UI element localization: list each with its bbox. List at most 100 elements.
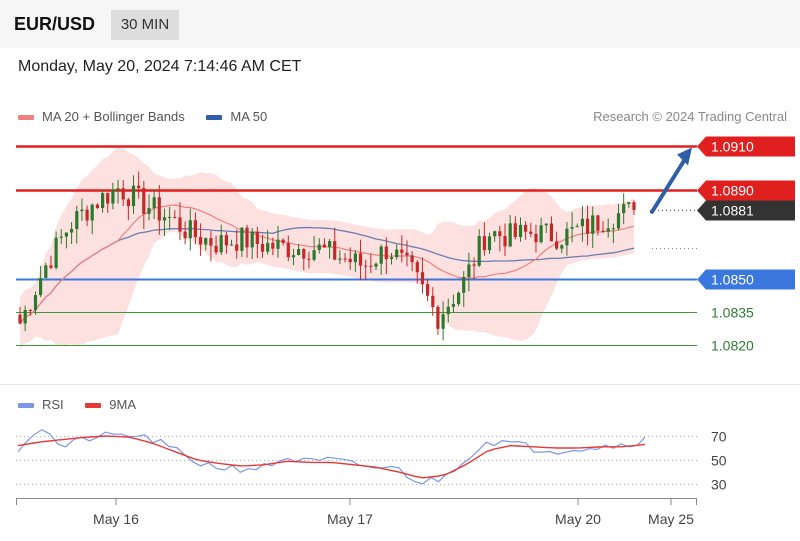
candle-body [147, 208, 151, 214]
time-tick-label-0: May 16 [93, 511, 139, 527]
candle-body [28, 310, 32, 311]
candle-body [446, 306, 450, 315]
candle-body [539, 225, 543, 243]
candle-body [39, 278, 43, 296]
candle-body [193, 220, 197, 238]
candle-body [498, 231, 502, 237]
legend-ma20-label: MA 20 + Bollinger Bands [42, 109, 185, 124]
candle-body [570, 227, 574, 229]
candle-body [632, 202, 636, 210]
candle-body [353, 253, 357, 263]
candle-body [276, 239, 280, 249]
candle-body [503, 236, 507, 247]
candle-body [379, 246, 383, 264]
bollinger-band [20, 147, 634, 351]
candle-body [596, 215, 600, 231]
candle-body [426, 284, 430, 296]
candle-body [482, 236, 486, 251]
timestamp: Monday, May 20, 2024 7:14:46 AM CET [18, 58, 302, 75]
candle-body [317, 244, 321, 250]
candle-body [389, 257, 394, 259]
symbol-title: EUR/USD [14, 14, 96, 34]
candle-body [364, 265, 368, 267]
candle-body [333, 241, 337, 260]
level-label-1: 1.0890 [711, 183, 754, 199]
candle-body [173, 216, 177, 218]
candle-body [204, 238, 208, 245]
level-tag-1 [697, 180, 795, 201]
candle-body [586, 218, 590, 234]
time-axis: May 16 May 17 May 20 May 25 [16, 498, 697, 527]
legend-rsi-ma-swatch [85, 403, 102, 409]
candle-body [44, 265, 48, 279]
candle-body [250, 231, 254, 248]
candle-body [420, 272, 425, 285]
rsi-legend: RSI 9MA [18, 397, 154, 412]
candle-body [524, 225, 528, 232]
candle-body [281, 239, 285, 243]
candle-body [477, 236, 481, 266]
candle-body [152, 197, 156, 209]
candle-body [214, 245, 218, 253]
legend-ma50: MA 50 [206, 109, 267, 124]
forecast-arrow-shaft [650, 155, 688, 214]
candle-body [219, 235, 223, 253]
candle-body [565, 228, 569, 246]
level-tag-0 [697, 136, 795, 157]
candle-body [70, 229, 74, 233]
candle-body [410, 255, 414, 263]
candle-body [441, 314, 445, 329]
candle-body [75, 211, 79, 229]
candle-body [229, 244, 234, 246]
candle-body [255, 231, 259, 244]
candle-body [384, 246, 388, 260]
candle-body [307, 258, 311, 260]
candle-body [111, 189, 115, 204]
rsi-tick-30: 30 [711, 477, 727, 493]
candle-body [162, 217, 167, 221]
level-tag-3 [697, 269, 795, 290]
level-tag-2 [697, 200, 795, 221]
rsi-ma-line [17, 435, 646, 479]
candle-body [436, 307, 440, 329]
candle-body [286, 243, 290, 258]
candle-body [266, 242, 270, 252]
candle-body [451, 304, 455, 307]
rsi-panel: 30 50 70 [16, 429, 727, 493]
candle-body [59, 236, 63, 238]
time-tick-label-1: May 17 [327, 511, 373, 527]
candle-body [302, 249, 306, 259]
candle-body [101, 193, 105, 208]
candle-body [622, 203, 626, 214]
candle-body [575, 226, 579, 228]
panel-divider [0, 384, 800, 385]
candle-body [322, 244, 326, 248]
candle-body [405, 252, 409, 256]
candle-body [591, 215, 595, 234]
candle-body [312, 250, 316, 260]
rsi-tick-70: 70 [711, 429, 727, 445]
price-panel: 1.0910 1.0890 1.0881 1.0850 1.0835 1.0820 [16, 136, 795, 354]
candle-body [462, 277, 466, 293]
candle-body [555, 241, 559, 249]
candle-body [601, 230, 605, 232]
legend-rsi: RSI [18, 397, 64, 412]
candle-body [80, 209, 84, 212]
candle-body [209, 238, 213, 246]
candle-body [431, 295, 435, 307]
timeframe-badge[interactable]: 30 MIN [111, 10, 179, 40]
candle-body [338, 258, 342, 260]
rsi-line [17, 429, 646, 485]
candle-body [131, 185, 136, 207]
candle-body [199, 237, 203, 245]
ma20-line [19, 204, 635, 324]
candle-body [64, 232, 68, 237]
candle-body [343, 258, 347, 260]
candle-body [544, 223, 548, 226]
time-tick-label-3: May 25 [648, 511, 694, 527]
candle-body [235, 244, 239, 251]
candle-body [240, 227, 244, 251]
candle-body [560, 245, 564, 249]
candle-body [400, 249, 404, 253]
candle-body [106, 193, 110, 204]
